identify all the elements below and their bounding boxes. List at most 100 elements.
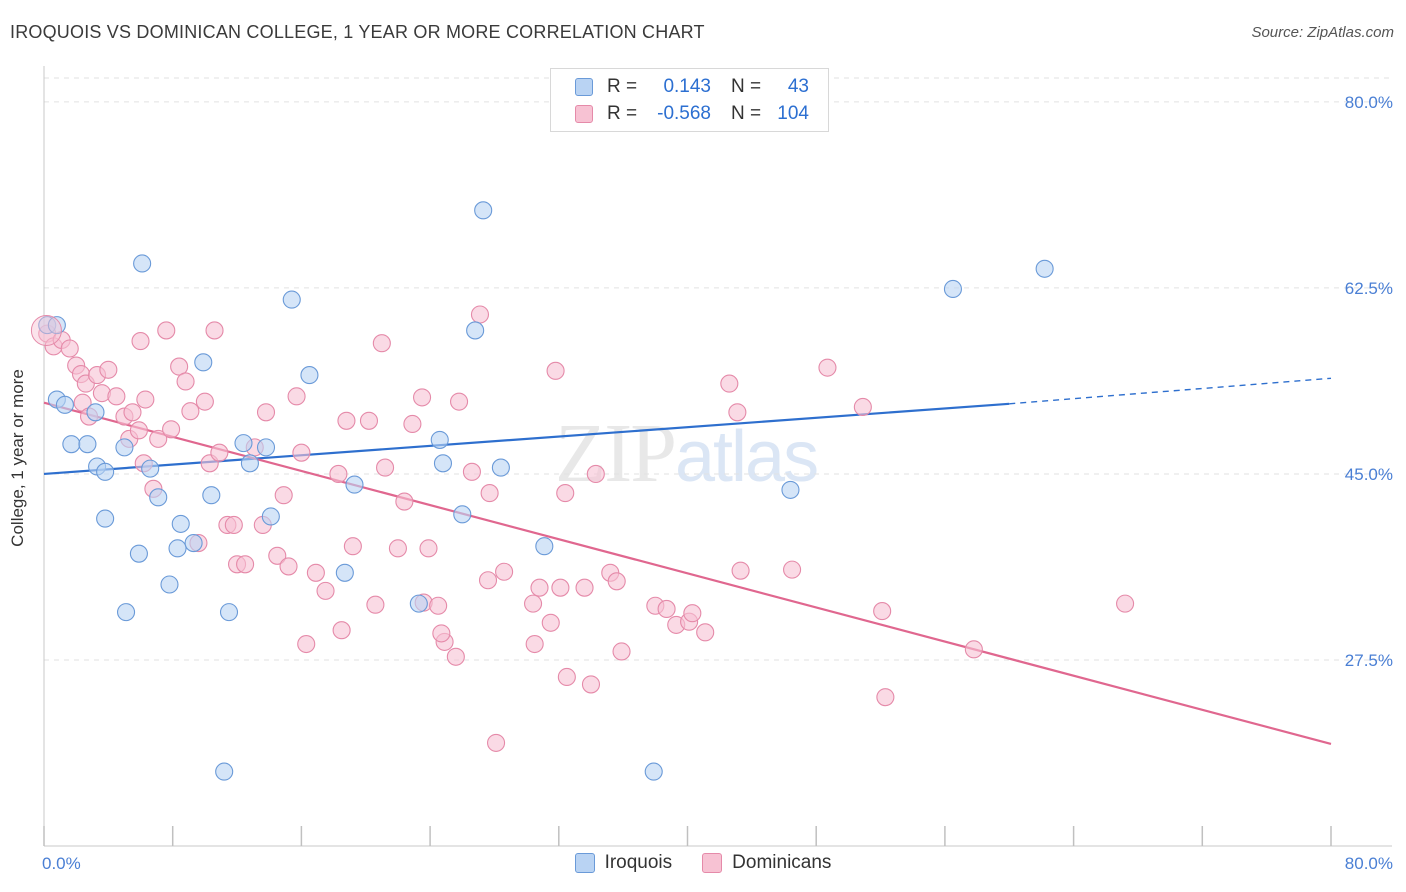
dominicans-point — [728, 403, 747, 422]
iroquois-point — [300, 366, 319, 385]
x-tick-label: 0.0% — [42, 854, 81, 873]
iroquois-swatch — [575, 78, 593, 96]
series-legend: Iroquois Dominicans — [0, 852, 1406, 874]
dominicans-point — [107, 387, 126, 406]
dominicans-point — [256, 403, 276, 422]
chart-title: IROQUOIS VS DOMINICAN COLLEGE, 1 YEAR OR… — [10, 22, 705, 42]
legend-n-value: 104 — [777, 103, 809, 124]
dominicans-swatch — [575, 105, 593, 123]
dominicans-point — [683, 604, 702, 623]
iroquois-point — [194, 353, 213, 372]
legend-item-dominicans[interactable]: Dominicans — [702, 852, 831, 874]
legend-n-label: N = — [731, 103, 762, 124]
iroquois-point — [215, 762, 234, 781]
iroquois-point — [535, 537, 554, 556]
iroquois-point — [168, 539, 187, 558]
y-tick-label: 45.0% — [1345, 465, 1393, 484]
dominicans-point — [612, 642, 631, 661]
dominicans-point — [541, 613, 560, 632]
dominicans-point — [546, 361, 565, 380]
dominicans-point — [388, 539, 407, 558]
watermark-zip: ZIP — [555, 407, 677, 500]
dominicans-point — [195, 392, 214, 411]
iroquois-trend-extension — [1009, 377, 1332, 405]
dominicans-point — [783, 560, 802, 579]
iroquois-point — [409, 594, 428, 613]
dominicans-point — [586, 464, 605, 483]
iroquois-point — [491, 458, 510, 477]
legend-row-iroquois: R = 0.143 N = 43 — [575, 75, 809, 99]
dominicans-point — [123, 403, 142, 422]
dominicans-legend-label: Dominicans — [732, 852, 832, 873]
dominicans-point — [236, 555, 255, 574]
dominicans-point — [657, 599, 676, 618]
iroquois-point — [202, 486, 221, 505]
iroquois-point — [943, 279, 962, 299]
dominicans-point — [129, 421, 148, 440]
dominicans-point — [432, 624, 451, 643]
dominicans-point — [731, 561, 750, 580]
dominicans-point — [297, 634, 316, 654]
dominicans-point — [329, 464, 348, 483]
dominicans-point — [487, 733, 506, 752]
dominicans-point — [530, 578, 549, 597]
dominicans-point — [419, 539, 438, 558]
iroquois-point — [474, 201, 493, 220]
iroquois-point — [282, 290, 301, 309]
data-points — [30, 201, 1135, 781]
dominicans-point — [332, 621, 351, 640]
dominicans-point — [525, 634, 544, 654]
dominicans-point — [429, 596, 448, 615]
dominicans-point — [131, 332, 150, 351]
dominicans-point — [607, 572, 626, 591]
y-tick-label: 80.0% — [1345, 93, 1393, 112]
dominicans-point — [873, 602, 892, 621]
dominicans-point — [337, 411, 356, 430]
dominicans-point — [462, 462, 481, 481]
source-label: Source: ZipAtlas.com — [1251, 24, 1394, 41]
dominicans-point — [403, 414, 422, 434]
iroquois-point — [234, 434, 253, 453]
iroquois-point — [86, 403, 105, 422]
iroquois-point — [96, 462, 115, 481]
dominicans-point — [170, 357, 189, 376]
iroquois-legend-swatch — [574, 853, 595, 873]
dominicans-point — [205, 321, 224, 340]
legend-r-label: R = — [607, 103, 638, 124]
legend-item-iroquois[interactable]: Iroquois — [574, 852, 673, 874]
dominicans-point — [446, 647, 465, 666]
iroquois-point — [781, 480, 800, 499]
dominicans-point — [818, 358, 837, 377]
legend-r-value: -0.568 — [657, 103, 711, 124]
dominicans-point — [268, 546, 287, 565]
dominicans-point — [359, 411, 379, 430]
dominicans-point — [274, 486, 293, 505]
iroquois-point — [149, 488, 168, 507]
dominicans-point — [524, 594, 543, 613]
iroquois-point — [466, 321, 485, 340]
dominicans-point — [157, 321, 176, 340]
dominicans-cluster-point — [30, 314, 62, 346]
dominicans-point — [162, 420, 181, 439]
dominicans-point — [292, 443, 311, 462]
iroquois-point — [261, 507, 280, 526]
correlation-legend: R = 0.143 N = 43 R = -0.568 N = 104 — [550, 68, 829, 132]
iroquois-point — [62, 435, 81, 454]
iroquois-point — [96, 509, 115, 528]
dominicans-point — [279, 557, 298, 576]
legend-n-value: 43 — [787, 76, 809, 97]
dominicans-point — [343, 537, 362, 556]
iroquois-point — [256, 438, 276, 457]
dominicans-legend-swatch — [702, 853, 723, 873]
dominicans-point — [495, 562, 514, 581]
iroquois-point — [78, 435, 97, 454]
dominicans-point — [395, 492, 414, 511]
iroquois-legend-label: Iroquois — [604, 852, 673, 873]
legend-row-dominicans: R = -0.568 N = 104 — [575, 102, 809, 126]
dominicans-point — [376, 458, 395, 477]
dominicans-point — [136, 390, 155, 409]
dominicans-point — [557, 667, 576, 687]
dominicans-point — [1116, 594, 1135, 613]
dominicans-point — [149, 429, 168, 448]
